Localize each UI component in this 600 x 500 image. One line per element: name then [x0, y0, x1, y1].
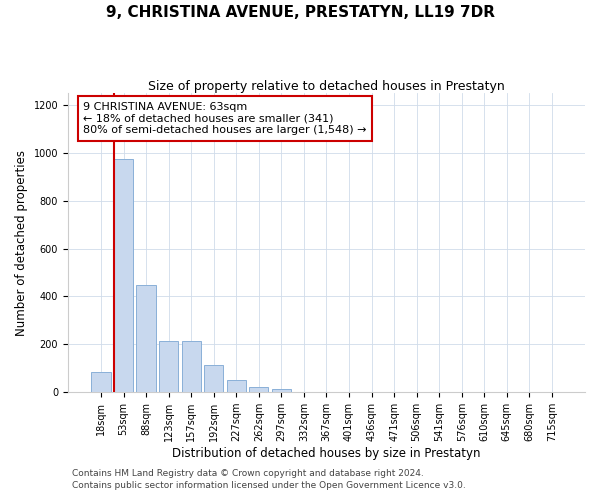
Bar [272, 388, 291, 392]
Bar [249, 388, 268, 392]
Bar [159, 341, 178, 392]
Bar [182, 341, 201, 392]
Bar [91, 372, 110, 392]
Bar [204, 364, 223, 392]
X-axis label: Distribution of detached houses by size in Prestatyn: Distribution of detached houses by size … [172, 447, 481, 460]
Y-axis label: Number of detached properties: Number of detached properties [15, 150, 28, 336]
Title: Size of property relative to detached houses in Prestatyn: Size of property relative to detached ho… [148, 80, 505, 93]
Bar [136, 284, 155, 392]
Bar [227, 380, 246, 392]
Text: 9, CHRISTINA AVENUE, PRESTATYN, LL19 7DR: 9, CHRISTINA AVENUE, PRESTATYN, LL19 7DR [106, 5, 494, 20]
Text: Contains HM Land Registry data © Crown copyright and database right 2024.
Contai: Contains HM Land Registry data © Crown c… [72, 468, 466, 490]
Bar [114, 159, 133, 392]
Text: 9 CHRISTINA AVENUE: 63sqm
← 18% of detached houses are smaller (341)
80% of semi: 9 CHRISTINA AVENUE: 63sqm ← 18% of detac… [83, 102, 367, 135]
